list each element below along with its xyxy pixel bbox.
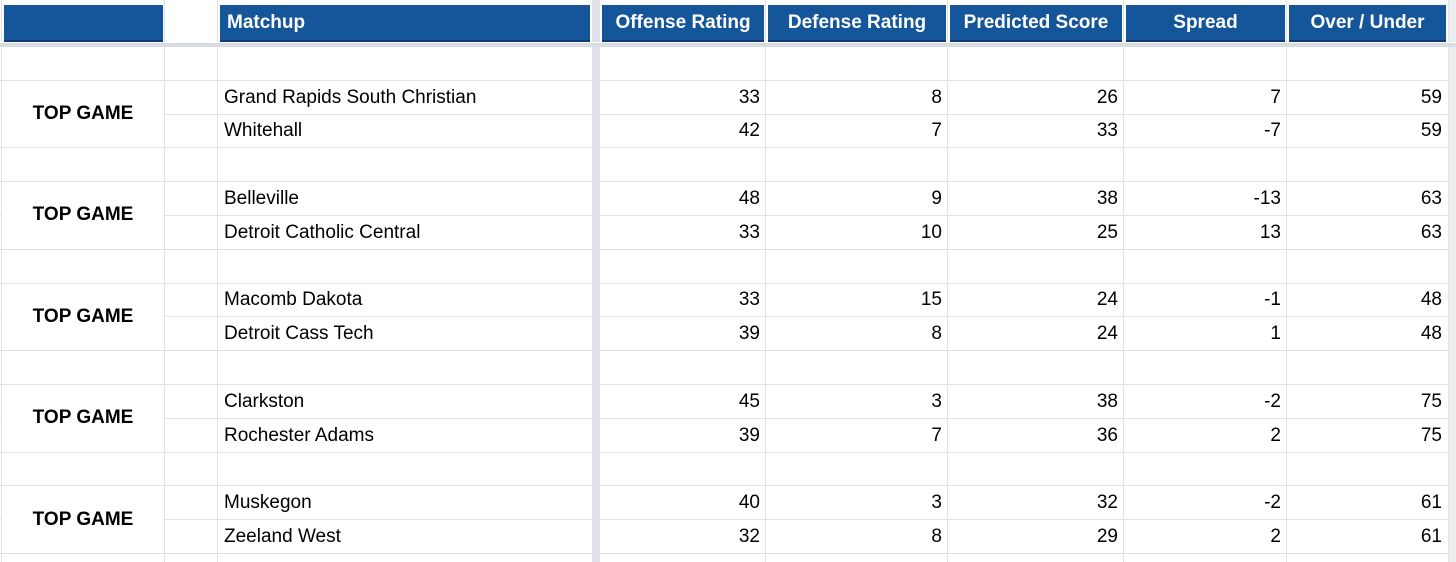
vertical-gridline [0,0,2,562]
frozen-row-shadow [0,42,1456,47]
right-edge-column-strip [1448,0,1456,562]
cell-defense-rating[interactable]: 9 [931,188,942,210]
cell-defense-rating[interactable]: 10 [920,221,942,243]
cell-predicted-score[interactable]: 36 [1096,424,1118,446]
horizontal-gridline [0,284,1456,318]
cell-spread[interactable]: 13 [1259,221,1281,243]
header-cell-matchup[interactable]: Matchup [220,5,590,42]
horizontal-gridline [0,385,1456,419]
horizontal-gridline [0,115,1456,149]
cell-predicted-score[interactable]: 38 [1096,390,1118,412]
cell-team-name[interactable]: Belleville [224,188,299,210]
horizontal-gridline [0,47,1456,81]
cell-defense-rating[interactable]: 8 [931,86,942,108]
horizontal-gridline [0,351,1456,385]
cell-defense-rating[interactable]: 15 [920,289,942,311]
top-game-label-cell[interactable]: TOP GAME [2,80,165,149]
cell-over-under[interactable]: 48 [1420,289,1442,311]
cell-over-under[interactable]: 59 [1420,120,1442,142]
horizontal-gridline [0,520,1456,554]
header-cell-defense-rating[interactable]: Defense Rating [768,5,946,42]
cell-team-name[interactable]: Detroit Cass Tech [224,323,374,345]
cell-over-under[interactable]: 61 [1420,492,1442,514]
horizontal-gridline [0,81,1456,115]
cell-predicted-score[interactable]: 29 [1096,526,1118,548]
vertical-gridline [1124,0,1287,562]
horizontal-gridline [0,250,1456,284]
header-cell-spread[interactable]: Spread [1126,5,1285,42]
top-game-label-cell[interactable]: TOP GAME [2,486,165,554]
cell-spread[interactable]: -2 [1264,390,1281,412]
cell-offense-rating[interactable]: 39 [738,323,760,345]
cell-predicted-score[interactable]: 24 [1096,323,1118,345]
horizontal-gridline [0,486,1456,521]
header-cell-offense-rating[interactable]: Offense Rating [602,5,764,42]
cell-over-under[interactable]: 63 [1420,188,1442,210]
cell-spread[interactable]: 2 [1270,526,1281,548]
cell-offense-rating[interactable]: 45 [738,390,760,412]
cell-spread[interactable]: -2 [1264,492,1281,514]
cell-offense-rating[interactable]: 33 [738,289,760,311]
vertical-gridline [766,0,948,562]
cell-offense-rating[interactable]: 33 [738,221,760,243]
cell-team-name[interactable]: Zeeland West [224,526,341,548]
cell-defense-rating[interactable]: 8 [931,323,942,345]
cell-team-name[interactable]: Macomb Dakota [224,289,363,311]
vertical-gridline [600,0,766,562]
cell-spread[interactable]: -7 [1264,120,1281,142]
cell-offense-rating[interactable]: 40 [738,492,760,514]
frozen-column-divider [592,0,600,562]
cell-spread[interactable]: 1 [1270,323,1281,345]
cell-defense-rating[interactable]: 7 [931,424,942,446]
cell-defense-rating[interactable]: 8 [931,526,942,548]
horizontal-gridline [0,216,1456,250]
cell-predicted-score[interactable]: 38 [1096,188,1118,210]
vertical-gridline [2,0,165,562]
cell-over-under[interactable]: 63 [1420,221,1442,243]
horizontal-gridline [0,182,1456,216]
vertical-gridline [165,0,218,562]
cell-team-name[interactable]: Muskegon [224,492,312,514]
cell-over-under[interactable]: 48 [1420,323,1442,345]
cell-offense-rating[interactable]: 42 [738,120,760,142]
cell-defense-rating[interactable]: 3 [931,492,942,514]
cell-spread[interactable]: -13 [1253,188,1281,210]
horizontal-gridline [0,419,1456,453]
cell-predicted-score[interactable]: 33 [1096,120,1118,142]
cell-team-name[interactable]: Detroit Catholic Central [224,221,421,243]
cell-team-name[interactable]: Whitehall [224,120,303,142]
cell-offense-rating[interactable]: 32 [738,526,760,548]
top-game-label-cell[interactable]: TOP GAME [2,283,165,352]
cell-predicted-score[interactable]: 25 [1096,221,1118,243]
cell-over-under[interactable]: 59 [1420,86,1442,108]
top-game-label-cell[interactable]: TOP GAME [2,182,165,250]
cell-predicted-score[interactable]: 24 [1096,289,1118,311]
horizontal-gridline [0,317,1456,352]
header-cell-top-game-column[interactable] [4,5,163,42]
cell-spread[interactable]: 2 [1270,424,1281,446]
cell-defense-rating[interactable]: 3 [931,390,942,412]
horizontal-gridline [0,148,1456,183]
cell-team-name[interactable]: Rochester Adams [224,424,374,446]
cell-over-under[interactable]: 61 [1420,526,1442,548]
cell-team-name[interactable]: Grand Rapids South Christian [224,86,477,108]
cell-spread[interactable]: 7 [1270,86,1281,108]
top-game-label-cell[interactable]: TOP GAME [2,384,165,453]
cell-over-under[interactable]: 75 [1420,390,1442,412]
header-cell-over-under[interactable]: Over / Under [1289,5,1446,42]
cell-team-name[interactable]: Clarkston [224,390,305,412]
cell-offense-rating[interactable]: 48 [738,188,760,210]
cell-offense-rating[interactable]: 39 [738,424,760,446]
cell-predicted-score[interactable]: 26 [1096,86,1118,108]
cell-predicted-score[interactable]: 32 [1096,492,1118,514]
cell-spread[interactable]: -1 [1264,289,1281,311]
cell-defense-rating[interactable]: 7 [931,120,942,142]
horizontal-gridline [0,453,1456,487]
header-cell-predicted-score[interactable]: Predicted Score [950,5,1122,42]
cell-over-under[interactable]: 75 [1420,424,1442,446]
cell-offense-rating[interactable]: 33 [738,86,760,108]
vertical-gridline [948,0,1124,562]
